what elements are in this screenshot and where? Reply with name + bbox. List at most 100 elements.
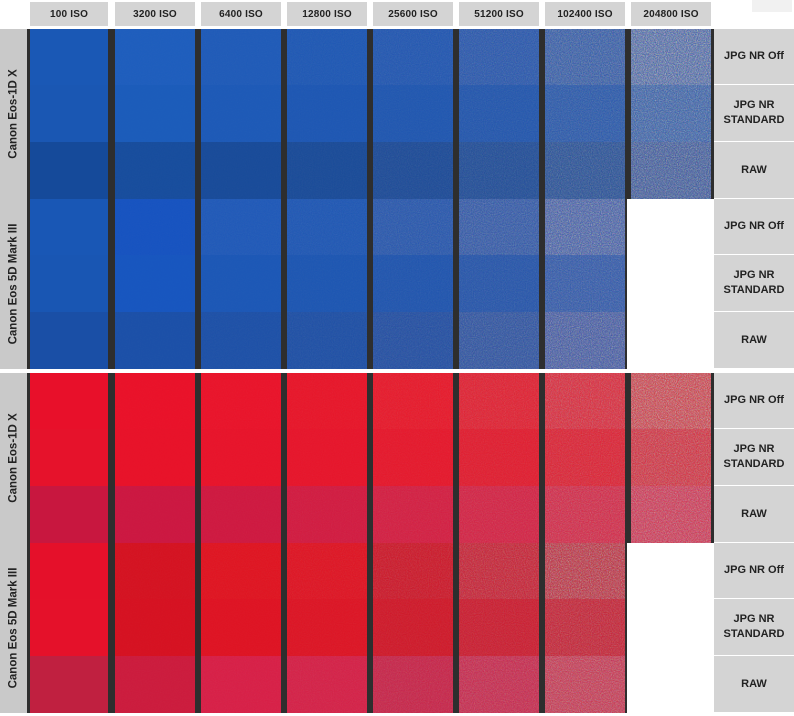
color-patch-red: [201, 373, 281, 429]
color-patch-red: [115, 656, 195, 713]
color-patch-red: [459, 599, 539, 656]
color-patch-blue: [287, 29, 367, 85]
color-patch-red: [287, 486, 367, 543]
processing-mode-text: JPG NR Off: [724, 564, 784, 577]
color-patch-blue: [115, 255, 195, 312]
color-patch-blue: [115, 85, 195, 142]
color-patch-blue: [287, 85, 367, 142]
color-patch-blue: [631, 142, 711, 199]
color-patch-red: [545, 486, 625, 543]
noise-grain: [459, 29, 539, 85]
noise-grain: [287, 599, 367, 656]
color-patch-red: [287, 373, 367, 429]
noise-grain: [115, 312, 195, 369]
processing-mode-label: RAW: [714, 312, 794, 368]
noise-grain: [115, 85, 195, 142]
camera-name: Canon Eos 5D Mark III: [7, 223, 20, 345]
processing-mode-label: RAW: [714, 486, 794, 542]
color-patch-blue: [287, 255, 367, 312]
noise-grain: [287, 29, 367, 85]
color-patch-blue: [30, 29, 108, 85]
color-patch-blue: [287, 312, 367, 369]
noise-grain: [115, 656, 195, 713]
color-patch-blue: [30, 312, 108, 369]
processing-mode-label: JPG NR Off: [714, 543, 794, 598]
color-patch-red: [115, 543, 195, 599]
noise-grain: [115, 486, 195, 543]
noise-grain: [287, 255, 367, 312]
noise-grain: [545, 656, 625, 713]
color-patch-red: [30, 599, 108, 656]
color-patch-red: [30, 486, 108, 543]
noise-grain: [373, 255, 453, 312]
noise-grain: [545, 29, 625, 85]
noise-grain: [373, 29, 453, 85]
color-patch-red: [287, 543, 367, 599]
noise-grain: [373, 429, 453, 486]
noise-grain: [459, 429, 539, 486]
processing-mode-text: RAW: [741, 677, 767, 690]
noise-grain: [115, 199, 195, 255]
no-data-area: [627, 199, 714, 369]
color-patch-blue: [373, 199, 453, 255]
color-patch-red: [631, 486, 711, 543]
color-patch-red: [545, 373, 625, 429]
color-patch-red: [459, 486, 539, 543]
color-patch-red: [373, 486, 453, 543]
noise-grain: [115, 599, 195, 656]
noise-grain: [115, 142, 195, 199]
processing-mode-text: RAW: [741, 163, 767, 176]
color-patch-red: [115, 486, 195, 543]
color-patch-blue: [201, 29, 281, 85]
noise-grain: [201, 199, 281, 255]
color-patch-red: [30, 656, 108, 713]
noise-grain: [631, 29, 711, 85]
processing-mode-text: JPG NR STANDARD: [723, 613, 785, 640]
noise-grain: [459, 255, 539, 312]
color-patch-blue: [459, 255, 539, 312]
color-patch-blue: [30, 85, 108, 142]
processing-mode-label: JPG NR Off: [714, 373, 794, 428]
noise-grain: [201, 255, 281, 312]
noise-grain: [373, 199, 453, 255]
noise-grain: [201, 312, 281, 369]
color-patch-red: [373, 656, 453, 713]
color-patch-red: [545, 656, 625, 713]
noise-grain: [115, 373, 195, 429]
noise-grain: [201, 429, 281, 486]
color-patch-blue: [545, 142, 625, 199]
noise-grain: [373, 312, 453, 369]
color-patch-blue: [30, 199, 108, 255]
color-patch-red: [373, 543, 453, 599]
color-patch-blue: [201, 85, 281, 142]
processing-mode-text: JPG NR Off: [724, 220, 784, 233]
noise-grain: [201, 486, 281, 543]
noise-grain: [545, 255, 625, 312]
noise-grain: [631, 373, 711, 429]
processing-mode-text: JPG NR Off: [724, 394, 784, 407]
noise-grain: [201, 599, 281, 656]
processing-mode-label: JPG NR Off: [714, 29, 794, 84]
noise-grain: [459, 543, 539, 599]
noise-grain: [201, 543, 281, 599]
noise-grain: [373, 656, 453, 713]
noise-grain: [201, 373, 281, 429]
color-patch-blue: [373, 255, 453, 312]
noise-grain: [287, 656, 367, 713]
noise-grain: [287, 429, 367, 486]
processing-mode-label: JPG NR STANDARD: [714, 599, 794, 655]
noise-grain: [545, 373, 625, 429]
noise-grain: [545, 599, 625, 656]
camera-name: Canon Eos-1D X: [7, 413, 20, 503]
no-data-area: [627, 543, 714, 713]
noise-grain: [631, 429, 711, 486]
color-patch-red: [545, 543, 625, 599]
color-patch-red: [115, 599, 195, 656]
color-patch-blue: [459, 142, 539, 199]
color-patch-blue: [545, 255, 625, 312]
camera-label: Canon Eos 5D Mark III: [0, 199, 27, 369]
color-patch-red: [459, 543, 539, 599]
noise-grain: [115, 29, 195, 85]
color-patch-blue: [545, 199, 625, 255]
noise-grain: [287, 199, 367, 255]
